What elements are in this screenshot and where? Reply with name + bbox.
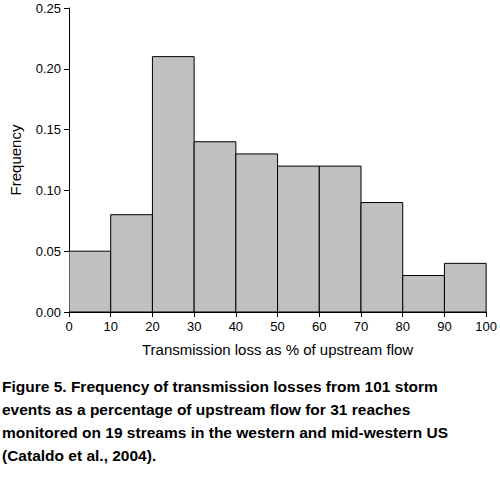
svg-text:90: 90: [437, 319, 451, 334]
svg-text:0.15: 0.15: [36, 122, 61, 137]
svg-text:0.00: 0.00: [36, 305, 61, 320]
svg-text:0.20: 0.20: [36, 61, 61, 76]
svg-text:Transmission loss as % of upst: Transmission loss as % of upstream flow: [142, 341, 413, 358]
svg-text:20: 20: [145, 319, 159, 334]
svg-text:0.10: 0.10: [36, 183, 61, 198]
svg-text:10: 10: [103, 319, 117, 334]
svg-text:0: 0: [65, 319, 72, 334]
svg-text:50: 50: [270, 319, 284, 334]
svg-text:40: 40: [229, 319, 243, 334]
svg-text:100: 100: [475, 319, 497, 334]
svg-text:Frequency: Frequency: [7, 124, 24, 195]
svg-text:0.25: 0.25: [36, 1, 61, 16]
html-text:Figure 5. Frequency of transmi: Figure 5. Frequency of transmission loss…: [2, 378, 449, 464]
svg-text:0.05: 0.05: [36, 244, 61, 259]
svg-text:30: 30: [187, 319, 201, 334]
svg-text:80: 80: [395, 319, 409, 334]
svg-text:60: 60: [312, 319, 326, 334]
svg-text:70: 70: [354, 319, 368, 334]
